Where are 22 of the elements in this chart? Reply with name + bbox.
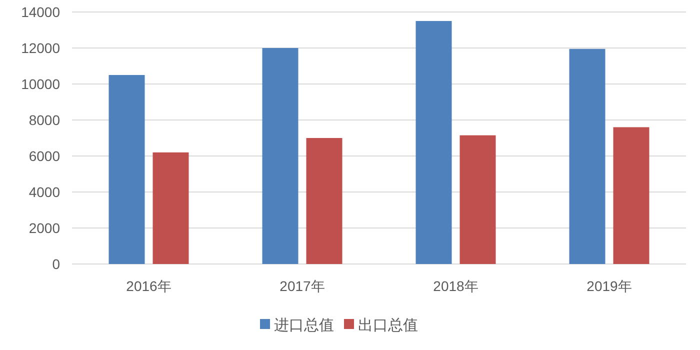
x-tick-label: 2019年 — [586, 278, 632, 294]
y-tick-label: 6000 — [28, 148, 60, 164]
x-tick-label: 2016年 — [126, 278, 172, 294]
y-tick-label: 8000 — [28, 112, 60, 128]
y-tick-label: 14000 — [21, 4, 60, 20]
bar — [416, 21, 452, 264]
y-tick-label: 4000 — [28, 184, 60, 200]
y-tick-label: 2000 — [28, 220, 60, 236]
bar — [613, 127, 650, 264]
x-tick-label: 2017年 — [280, 278, 325, 294]
legend-label: 出口总值 — [358, 317, 418, 334]
bar — [306, 138, 342, 264]
bar — [460, 135, 496, 264]
y-tick-label: 10000 — [21, 76, 60, 92]
bar — [152, 152, 189, 264]
bar — [262, 48, 298, 264]
bar — [108, 75, 145, 264]
x-tick-label: 2018年 — [433, 278, 478, 294]
bar — [569, 48, 606, 264]
y-tick-label: 0 — [52, 256, 60, 272]
y-tick-label: 12000 — [21, 40, 60, 56]
legend-label: 进口总值 — [274, 317, 334, 334]
